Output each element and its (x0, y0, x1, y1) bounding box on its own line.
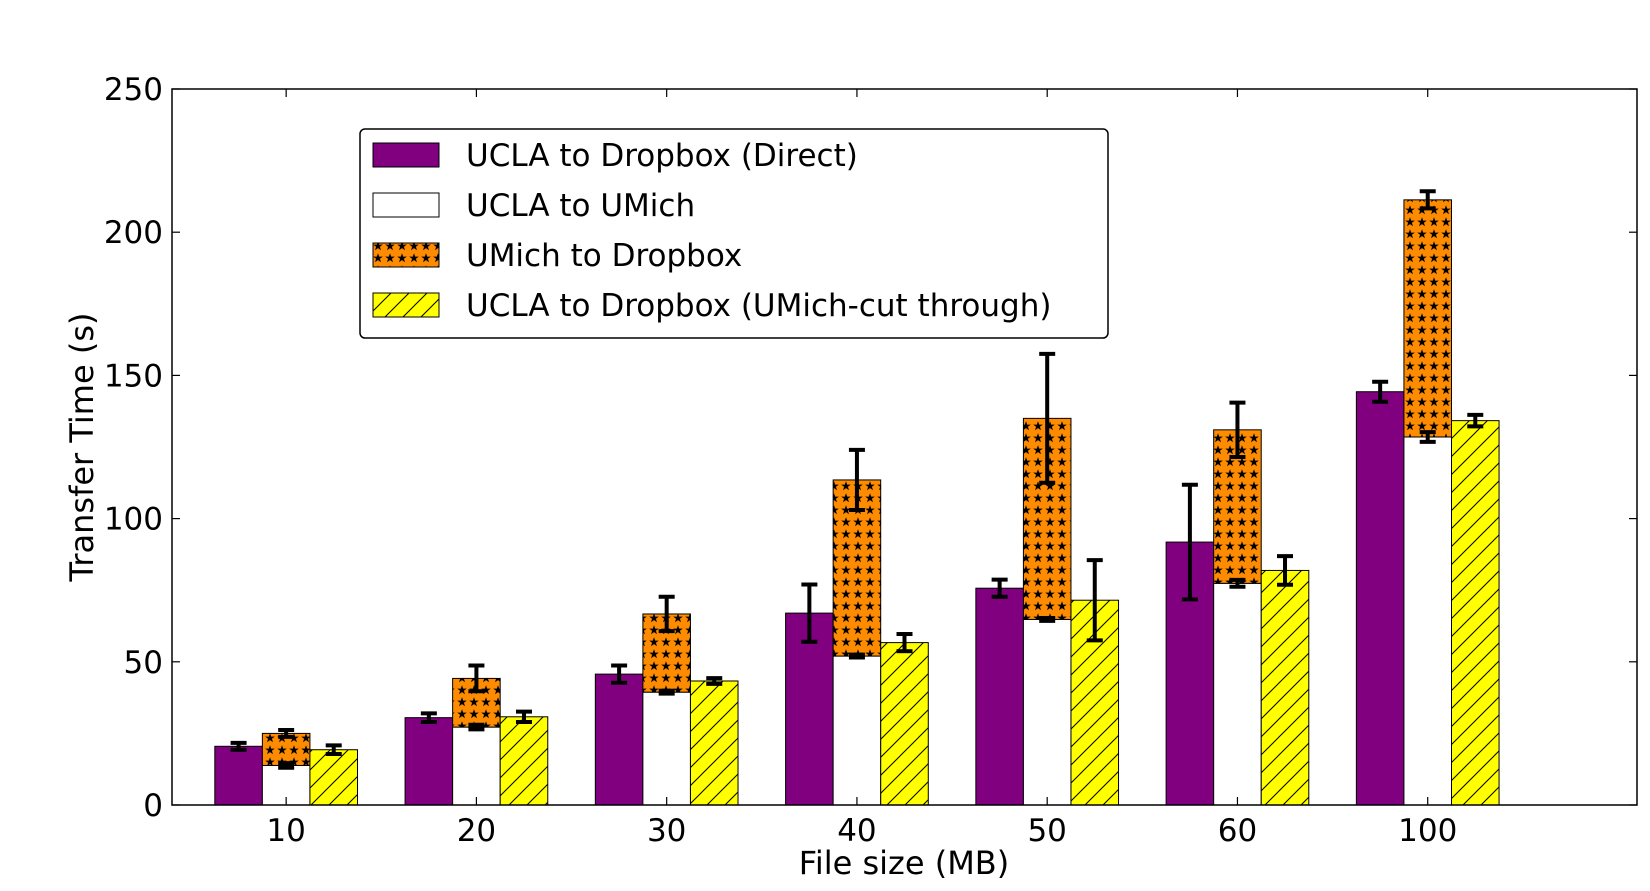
x-tick-label: 10 (266, 813, 305, 849)
plot-frame (171, 88, 1638, 806)
y-tick-label: 150 (104, 358, 163, 394)
y-axis-label: Transfer Time (s) (63, 313, 101, 583)
y-tick-label: 200 (104, 215, 163, 251)
legend-label: UMich to Dropbox (466, 238, 742, 274)
bar (1260, 569, 1310, 806)
bar (309, 749, 359, 806)
x-axis: 10 20 30 40 50 60 100 (266, 89, 1457, 849)
legend-swatch (372, 142, 440, 168)
bar (975, 587, 1024, 806)
bar (404, 717, 454, 806)
legend-label: UCLA to Dropbox (Direct) (466, 138, 858, 174)
bar (452, 726, 501, 806)
y-tick-label: 0 (143, 788, 163, 824)
x-tick-label: 20 (457, 813, 496, 849)
y-tick-label: 100 (104, 502, 163, 538)
bar (1355, 391, 1405, 806)
bar (214, 745, 263, 806)
legend-swatch (372, 192, 440, 218)
bar (1403, 199, 1452, 438)
legend-swatch (372, 242, 440, 268)
bar (1403, 436, 1452, 806)
legend-swatch (372, 292, 440, 318)
bar (832, 655, 882, 806)
x-tick-label: 30 (647, 813, 686, 849)
x-tick-label: 40 (837, 813, 876, 849)
x-axis-label: File size (MB) (799, 844, 1009, 882)
bar (1213, 582, 1262, 806)
y-tick-label: 250 (104, 72, 163, 108)
bar (689, 680, 739, 806)
bar (785, 612, 834, 806)
bar (499, 716, 549, 806)
legend: UCLA to Dropbox (Direct) UCLA to UMich UMi… (359, 128, 1109, 339)
bar (642, 691, 691, 806)
bar (880, 642, 929, 806)
bar (1451, 420, 1500, 806)
bar (594, 673, 644, 806)
legend-label: UCLA to Dropbox (UMich-cut through) (466, 288, 1051, 324)
y-axis: 0 50 100 150 200 250 (104, 72, 1637, 824)
bar (1022, 618, 1072, 806)
x-tick-label: 60 (1218, 813, 1257, 849)
legend-frame (359, 128, 1109, 339)
x-tick-label: 50 (1027, 813, 1066, 849)
x-tick-label: 100 (1398, 813, 1457, 849)
y-tick-label: 50 (124, 645, 163, 681)
error-bars-layer (230, 189, 1484, 770)
legend-label: UCLA to UMich (466, 188, 695, 224)
